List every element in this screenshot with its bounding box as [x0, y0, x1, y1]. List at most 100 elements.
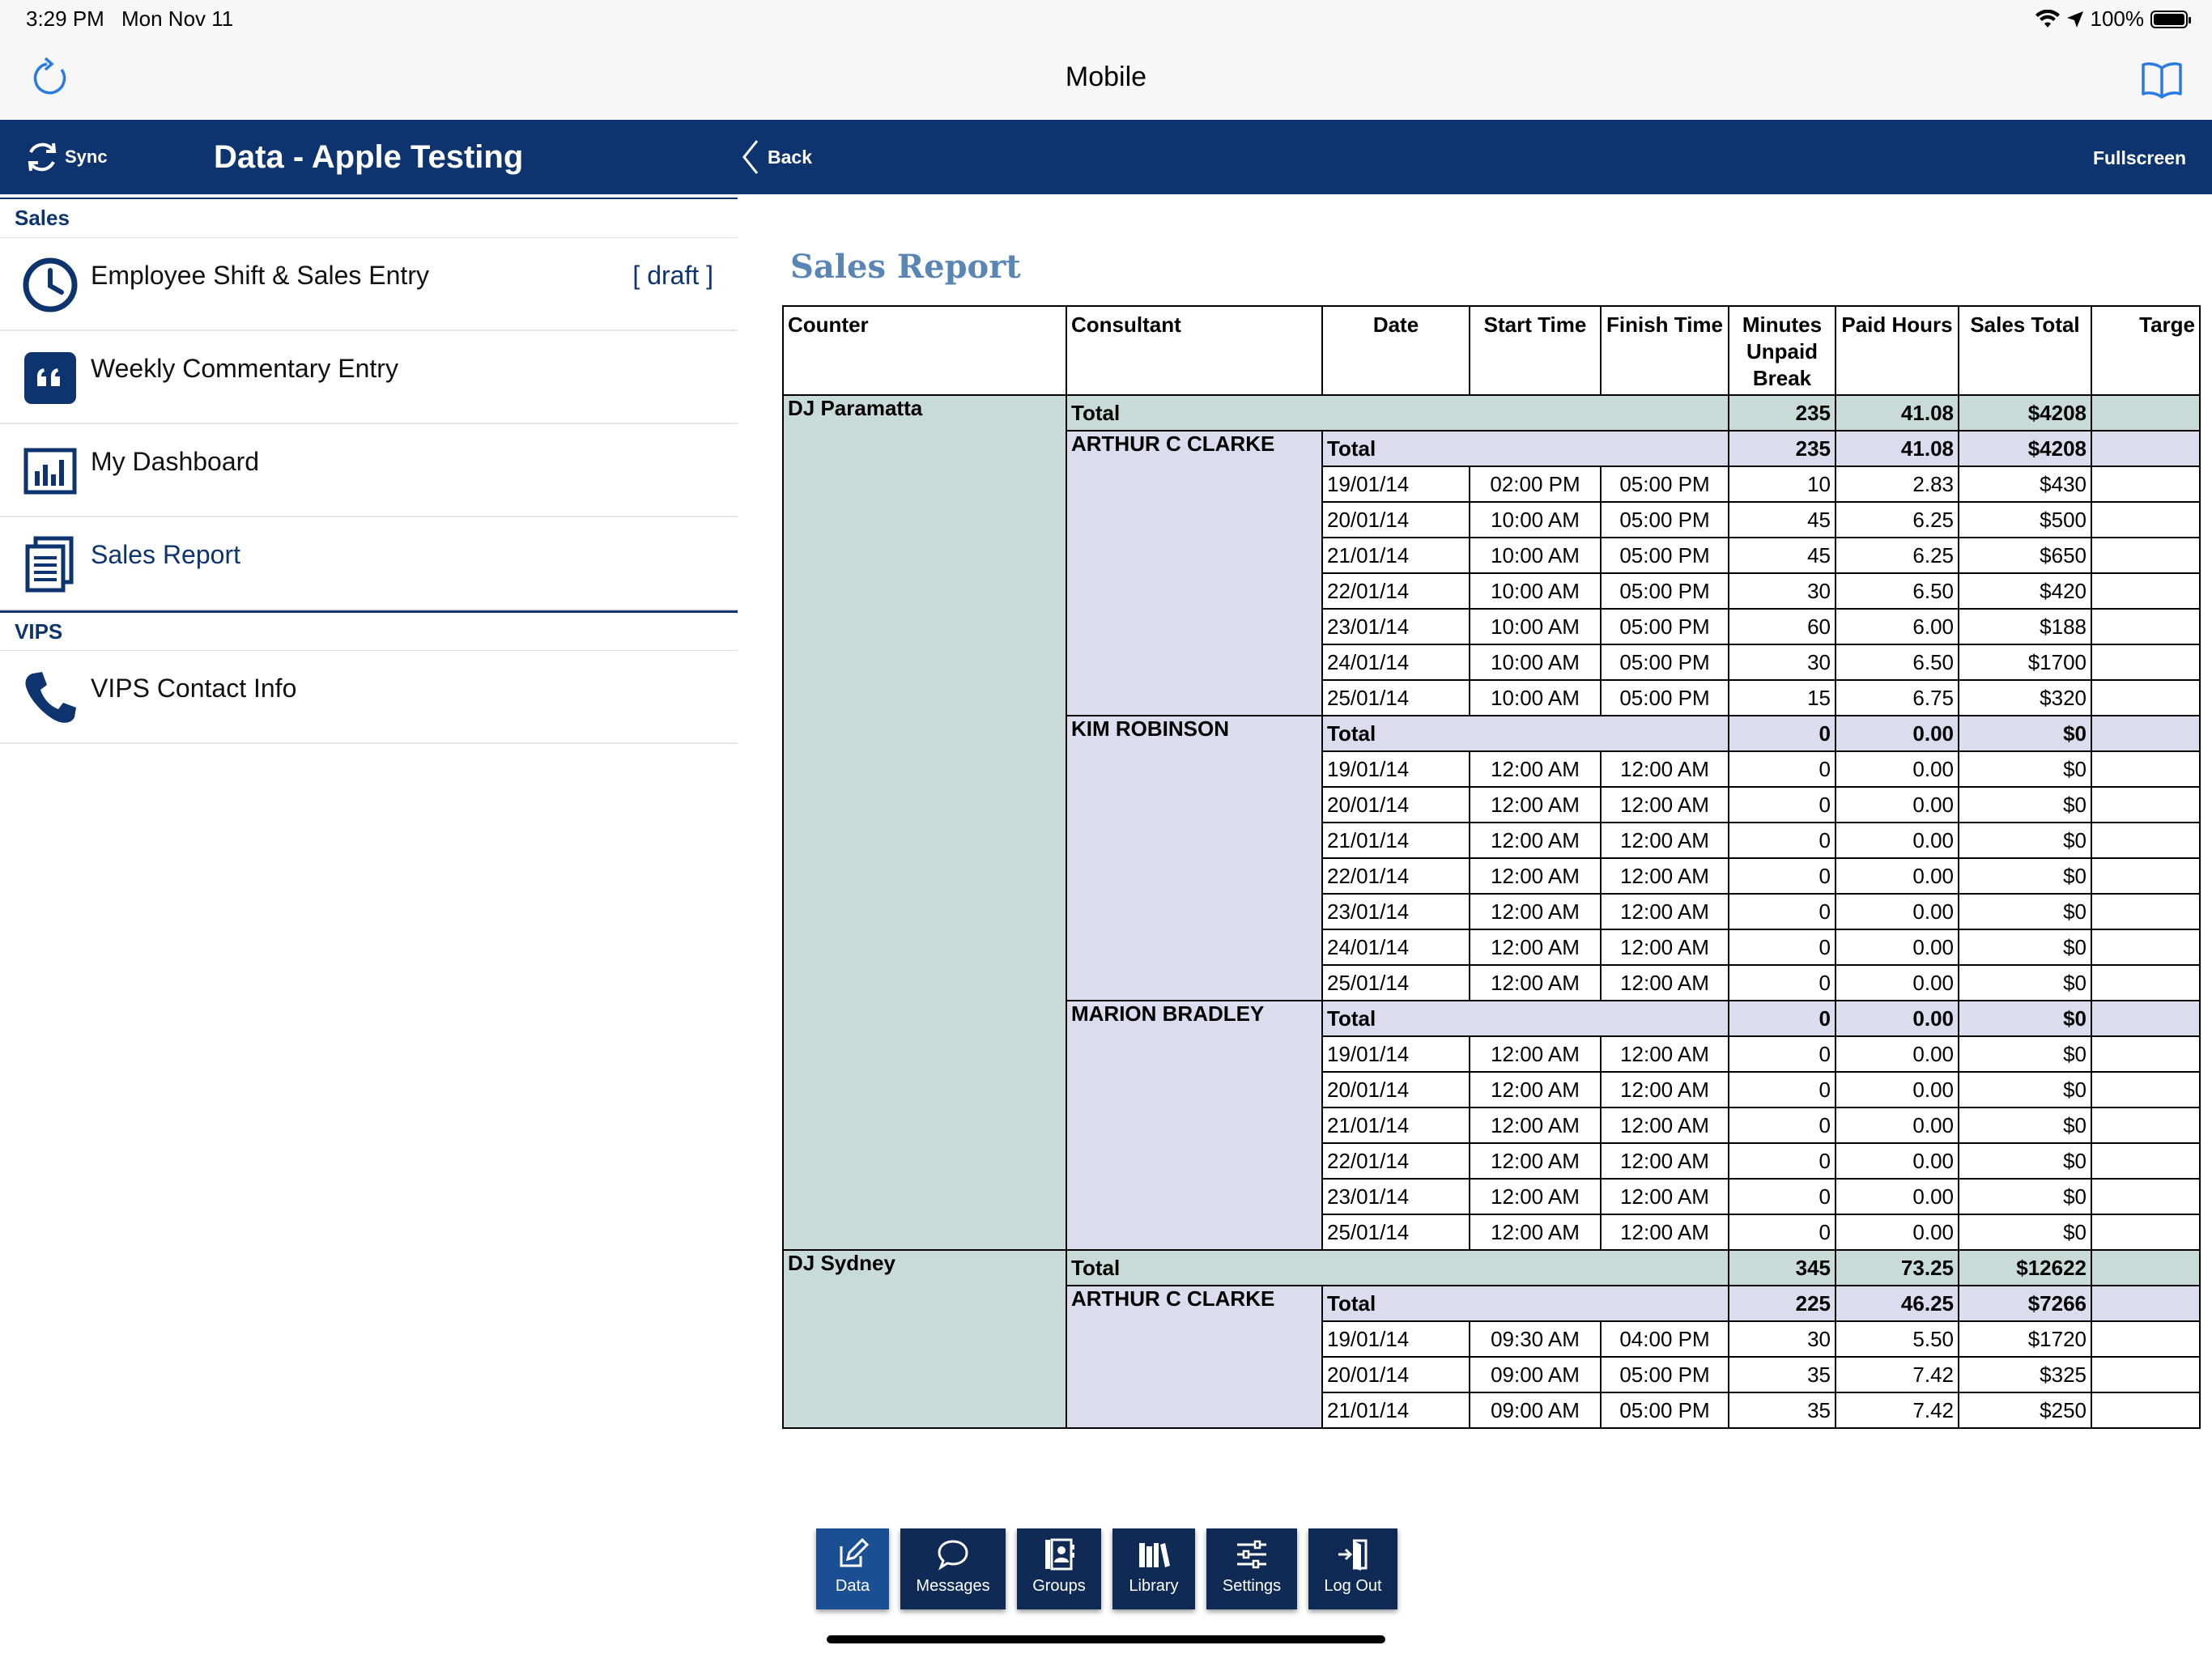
table-body: DJ Paramatta Total 235 41.08 $4208 ARTHUR C C…: [782, 394, 2201, 1429]
minutes-cell: 0: [1728, 750, 1836, 788]
toolbar-groups-button[interactable]: Groups: [1017, 1528, 1101, 1609]
date-cell: 19/01/14: [1321, 1320, 1470, 1358]
book-icon[interactable]: [2141, 60, 2183, 99]
finish-time-cell: 05:00 PM: [1600, 679, 1729, 716]
target-cell: [2091, 857, 2201, 895]
table-row: 25/01/14 12:00 AM 12:00 AM 0 0.00 $0: [783, 1214, 2201, 1251]
phone-icon: [25, 672, 76, 723]
table-row: 20/01/14 09:00 AM 05:00 PM 35 7.42 $325: [783, 1356, 2201, 1393]
column-header[interactable]: Start Time: [1469, 305, 1602, 396]
toolbar-logout-button[interactable]: Log Out: [1308, 1528, 1397, 1609]
start-time-cell: 12:00 AM: [1469, 1178, 1602, 1215]
target-cell: [2091, 1392, 2201, 1429]
target-cell: [2091, 786, 2201, 823]
start-time-cell: 12:00 AM: [1469, 1142, 1602, 1180]
toolbar-settings-button[interactable]: Settings: [1206, 1528, 1297, 1609]
back-button[interactable]: Back: [742, 138, 812, 176]
sidebar-item-my-dashboard[interactable]: My Dashboard: [0, 424, 738, 517]
sales-cell: $325: [1958, 1356, 2092, 1393]
sidebar-item-label: Employee Shift & Sales Entry: [91, 261, 429, 290]
target-cell: [2091, 822, 2201, 859]
sales-cell: $430: [1958, 466, 2092, 503]
target-cell: [2091, 466, 2201, 503]
hours-cell: 0.00: [1835, 893, 1959, 930]
table-row: 20/01/14 12:00 AM 12:00 AM 0 0.00 $0: [783, 1071, 2201, 1108]
table-row: 19/01/14 02:00 PM 05:00 PM 10 2.83 $430: [783, 466, 2201, 503]
toolbar-messages-button[interactable]: Messages: [900, 1528, 1006, 1609]
table-row: 22/01/14 10:00 AM 05:00 PM 30 6.50 $420: [783, 572, 2201, 610]
column-header[interactable]: Finish Time: [1600, 305, 1729, 396]
document-icon: [25, 536, 74, 593]
sidebar-item-sales-report[interactable]: Sales Report: [0, 517, 738, 610]
target-cell: [2091, 1178, 2201, 1215]
refresh-icon[interactable]: [29, 57, 71, 99]
hours-cell: 7.42: [1835, 1392, 1959, 1429]
date-cell: 19/01/14: [1321, 466, 1470, 503]
consultant-name: ARTHUR C CLARKE: [1066, 430, 1323, 716]
start-time-cell: 12:00 AM: [1469, 786, 1602, 823]
sales-cell: $7266: [1958, 1285, 2092, 1322]
date-cell: 25/01/14: [1321, 679, 1470, 716]
minutes-cell: 0: [1728, 857, 1836, 895]
quote-icon: [24, 352, 76, 404]
total-label: Total: [1321, 430, 1729, 467]
sales-cell: $500: [1958, 501, 2092, 538]
finish-time-cell: 05:00 PM: [1600, 466, 1729, 503]
table-row: 21/01/14 10:00 AM 05:00 PM 45 6.25 $650: [783, 537, 2201, 574]
sidebar-item-employee-shift[interactable]: Employee Shift & Sales Entry [ draft ]: [0, 238, 738, 331]
sidebar-item-label: Weekly Commentary Entry: [91, 354, 398, 383]
wifi-icon: [2035, 9, 2060, 28]
status-indicators: 100%: [2035, 6, 2191, 32]
minutes-cell: 30: [1728, 644, 1836, 681]
column-header[interactable]: Date: [1321, 305, 1470, 396]
sales-cell: $0: [1958, 750, 2092, 788]
table-header-row: Counter Consultant Date Start Time Finis…: [782, 305, 2201, 396]
target-cell: [2091, 679, 2201, 716]
fullscreen-button[interactable]: Fullscreen: [2092, 147, 2186, 168]
sidebar-item-label: Sales Report: [91, 540, 240, 569]
sales-cell: $0: [1958, 929, 2092, 966]
draft-badge: [ draft ]: [632, 261, 713, 290]
sidebar-item-vips-contact[interactable]: VIPS Contact Info: [0, 651, 738, 744]
minutes-cell: 0: [1728, 964, 1836, 1001]
toolbar-label: Library: [1129, 1577, 1179, 1595]
start-time-cell: 12:00 AM: [1469, 750, 1602, 788]
start-time-cell: 12:00 AM: [1469, 1071, 1602, 1108]
finish-time-cell: 12:00 AM: [1600, 857, 1729, 895]
start-time-cell: 12:00 AM: [1469, 964, 1602, 1001]
hours-cell: 0.00: [1835, 750, 1959, 788]
sales-cell: $250: [1958, 1392, 2092, 1429]
finish-time-cell: 05:00 PM: [1600, 537, 1729, 574]
sidebar-item-weekly-commentary[interactable]: Weekly Commentary Entry: [0, 331, 738, 424]
target-cell: [2091, 964, 2201, 1001]
toolbar-library-button[interactable]: Library: [1112, 1528, 1195, 1609]
finish-time-cell: 12:00 AM: [1600, 1178, 1729, 1215]
column-header[interactable]: Paid Hours: [1835, 305, 1959, 396]
column-header[interactable]: Consultant: [1066, 305, 1323, 396]
column-header[interactable]: Sales Total: [1958, 305, 2092, 396]
minutes-cell: 0: [1728, 1071, 1836, 1108]
consultant-name: KIM ROBINSON: [1066, 715, 1323, 1001]
date-cell: 22/01/14: [1321, 857, 1470, 895]
toolbar-data-button[interactable]: Data: [816, 1528, 889, 1609]
column-header[interactable]: Targe: [2091, 305, 2201, 396]
sales-cell: $0: [1958, 1107, 2092, 1144]
column-header[interactable]: Counter: [782, 305, 1067, 396]
start-time-cell: 12:00 AM: [1469, 1214, 1602, 1251]
battery-percentage: 100%: [2090, 6, 2145, 31]
finish-time-cell: 12:00 AM: [1600, 1214, 1729, 1251]
hours-cell: 73.25: [1835, 1249, 1959, 1286]
sales-report-table: Counter Consultant Date Start Time Finis…: [782, 305, 2201, 1429]
start-time-cell: 12:00 AM: [1469, 929, 1602, 966]
hours-cell: 41.08: [1835, 430, 1959, 467]
minutes-cell: 35: [1728, 1356, 1836, 1393]
hours-cell: 0.00: [1835, 822, 1959, 859]
report-content[interactable]: Sales Report Counter Consultant Date Sta…: [738, 194, 2212, 1503]
start-time-cell: 12:00 AM: [1469, 893, 1602, 930]
finish-time-cell: 12:00 AM: [1600, 822, 1729, 859]
column-header[interactable]: Minutes Unpaid Break: [1728, 305, 1836, 396]
minutes-cell: 0: [1728, 1107, 1836, 1144]
hours-cell: 5.50: [1835, 1320, 1959, 1358]
start-time-cell: 12:00 AM: [1469, 822, 1602, 859]
sync-button[interactable]: Sync: [24, 136, 108, 178]
